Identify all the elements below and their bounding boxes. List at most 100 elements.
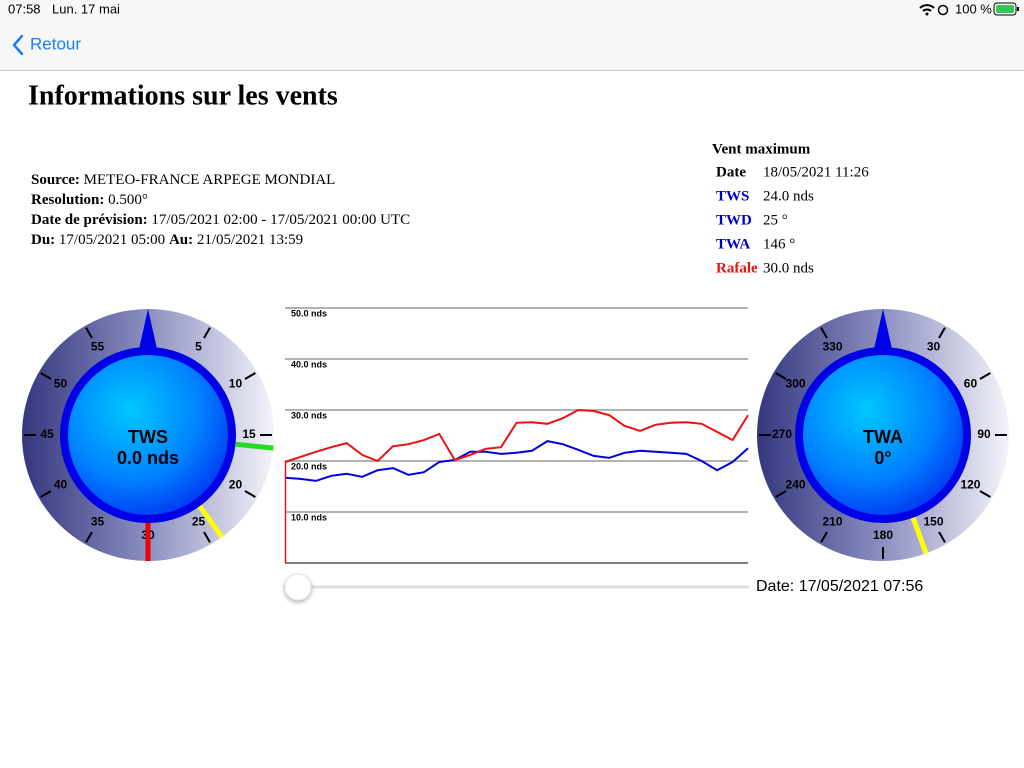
status-date: Lun. 17 mai [52,1,120,16]
battery-icon [993,2,1017,16]
max-wind-value: 18/05/2021 11:26 [763,164,869,180]
gauge-tick [40,372,52,380]
gauge-tick [40,490,52,498]
gauge-tick-label: 30 [927,340,941,354]
back-button[interactable]: Retour [30,34,81,53]
status-time: 07:58 [8,1,41,16]
back-chevron[interactable] [12,34,24,56]
max-wind-title: Vent maximum [712,141,811,157]
gauge-tick-label: 270 [772,427,792,441]
info-value: METEO-FRANCE ARPEGE MONDIAL [84,172,336,188]
gauge-tick-label: 20 [229,478,243,492]
gauge-tick [820,531,828,543]
gauge-tick-label: 40 [54,478,68,492]
info-value: 17/05/2021 05:00 [59,232,165,248]
wind-chart: 10.0 nds 20.0 nds 30.0 nds 40.0 nds 50.0 nds [284,307,749,564]
info-label: Source: [31,172,80,188]
gauge-tick-label: 35 [91,515,105,529]
status-battery: 100 % [955,1,992,16]
gauge-tick [775,372,787,380]
info-line: Resolution: 0.500° [31,192,148,208]
gauge-label: TWS [128,427,168,447]
info-value: 21/05/2021 13:59 [197,232,303,248]
gauge-tick [938,531,946,543]
gauge-tick-label: 330 [822,340,842,354]
gauge-tick-label: 90 [977,427,991,441]
gauge-tick [244,490,256,498]
gauge-tick-label: 210 [822,515,842,529]
gauge-tick [979,490,991,498]
gauge-pointer [874,309,892,349]
battery-level [996,5,1014,13]
gauge-needle [235,441,274,451]
gauge-tick [938,327,946,339]
gauge-needle [910,516,929,555]
gauge-tick [85,531,93,543]
gauge-tick-label: 5 [195,340,202,354]
gauges: 510152025303540455055TWS0.0 nds306090120… [22,309,1009,561]
info-label: Date de prévision: [31,212,148,228]
max-wind-label: Date [716,164,746,180]
gauge-tick [85,327,93,339]
max-wind-label: TWA [716,236,750,252]
page-title: Informations sur les vents [28,80,338,111]
gauge-tick-label: 25 [192,515,206,529]
max-wind: Vent maximum Date 18/05/2021 11:26 TWS 24.0… [712,141,869,276]
gauge-label: TWA [863,427,903,447]
max-wind-value: 146 ° [763,236,795,252]
gauge-tick-label: 300 [786,377,806,391]
gauge-reading: 0.0 nds [117,448,179,468]
wind-line [284,408,749,463]
gauge-reading: 0° [874,448,891,468]
gauge-face [60,347,236,523]
gauge-tick [775,490,787,498]
wifi-icon [919,4,935,12]
max-wind-value: 30.0 nds [763,260,814,276]
info-value: 0.500° [108,192,148,208]
max-wind-value: 24.0 nds [763,188,814,204]
gauge-tick-label: 150 [923,515,943,529]
info-line: Date de prévision: 17/05/2021 02:00 - 17… [31,212,410,228]
info-line: Source: METEO-FRANCE ARPEGE MONDIAL [31,172,335,188]
y-tick-label: 10.0 nds [291,512,327,522]
max-wind-label: TWS [716,188,749,204]
y-tick-label: 40.0 nds [291,359,327,369]
gauge-pointer [139,309,157,349]
top-bar [0,0,1024,70]
max-wind-value: 25 ° [763,212,788,228]
gauge-tick-label: 15 [242,427,256,441]
gauge-tick [244,372,256,380]
source-info: Source: METEO-FRANCE ARPEGE MONDIAL Resol… [31,172,410,248]
gauge-tick [203,531,211,543]
info-label: Du: [31,232,55,248]
gauge-needle [197,504,225,539]
gauge-tick-label: 10 [229,377,243,391]
y-tick-label: 30.0 nds [291,410,327,420]
gauge-tick-label: 50 [54,377,68,391]
gauge-tick [979,372,991,380]
slider-thumb[interactable] [284,573,312,601]
info-label: Au: [169,232,193,248]
y-tick-label: 50.0 nds [291,308,327,318]
gauge-tick-label: 180 [873,528,893,542]
gauge-tick [820,327,828,339]
wifi-dot [925,12,929,16]
battery-tip [1017,7,1019,11]
wind-line [284,440,749,482]
gauge-tick-label: 45 [40,427,54,441]
info-label: Resolution: [31,192,104,208]
date-label: Date: 17/05/2021 07:56 [756,578,923,595]
gauge-tick-label: 240 [786,478,806,492]
max-wind-label: TWD [716,212,752,228]
gauge-tick-label: 120 [960,478,980,492]
info-line: Du: 17/05/2021 05:00 Au: 21/05/2021 13:5… [31,232,303,248]
gauge-face [795,347,971,523]
gauge-tick [203,327,211,339]
y-tick-label: 20.0 nds [291,461,327,471]
lock-icon [937,4,949,16]
info-value: 17/05/2021 02:00 - 17/05/2021 00:00 UTC [151,212,410,228]
max-wind-label: Rafale [716,260,758,276]
gauge-tick-label: 60 [964,377,978,391]
